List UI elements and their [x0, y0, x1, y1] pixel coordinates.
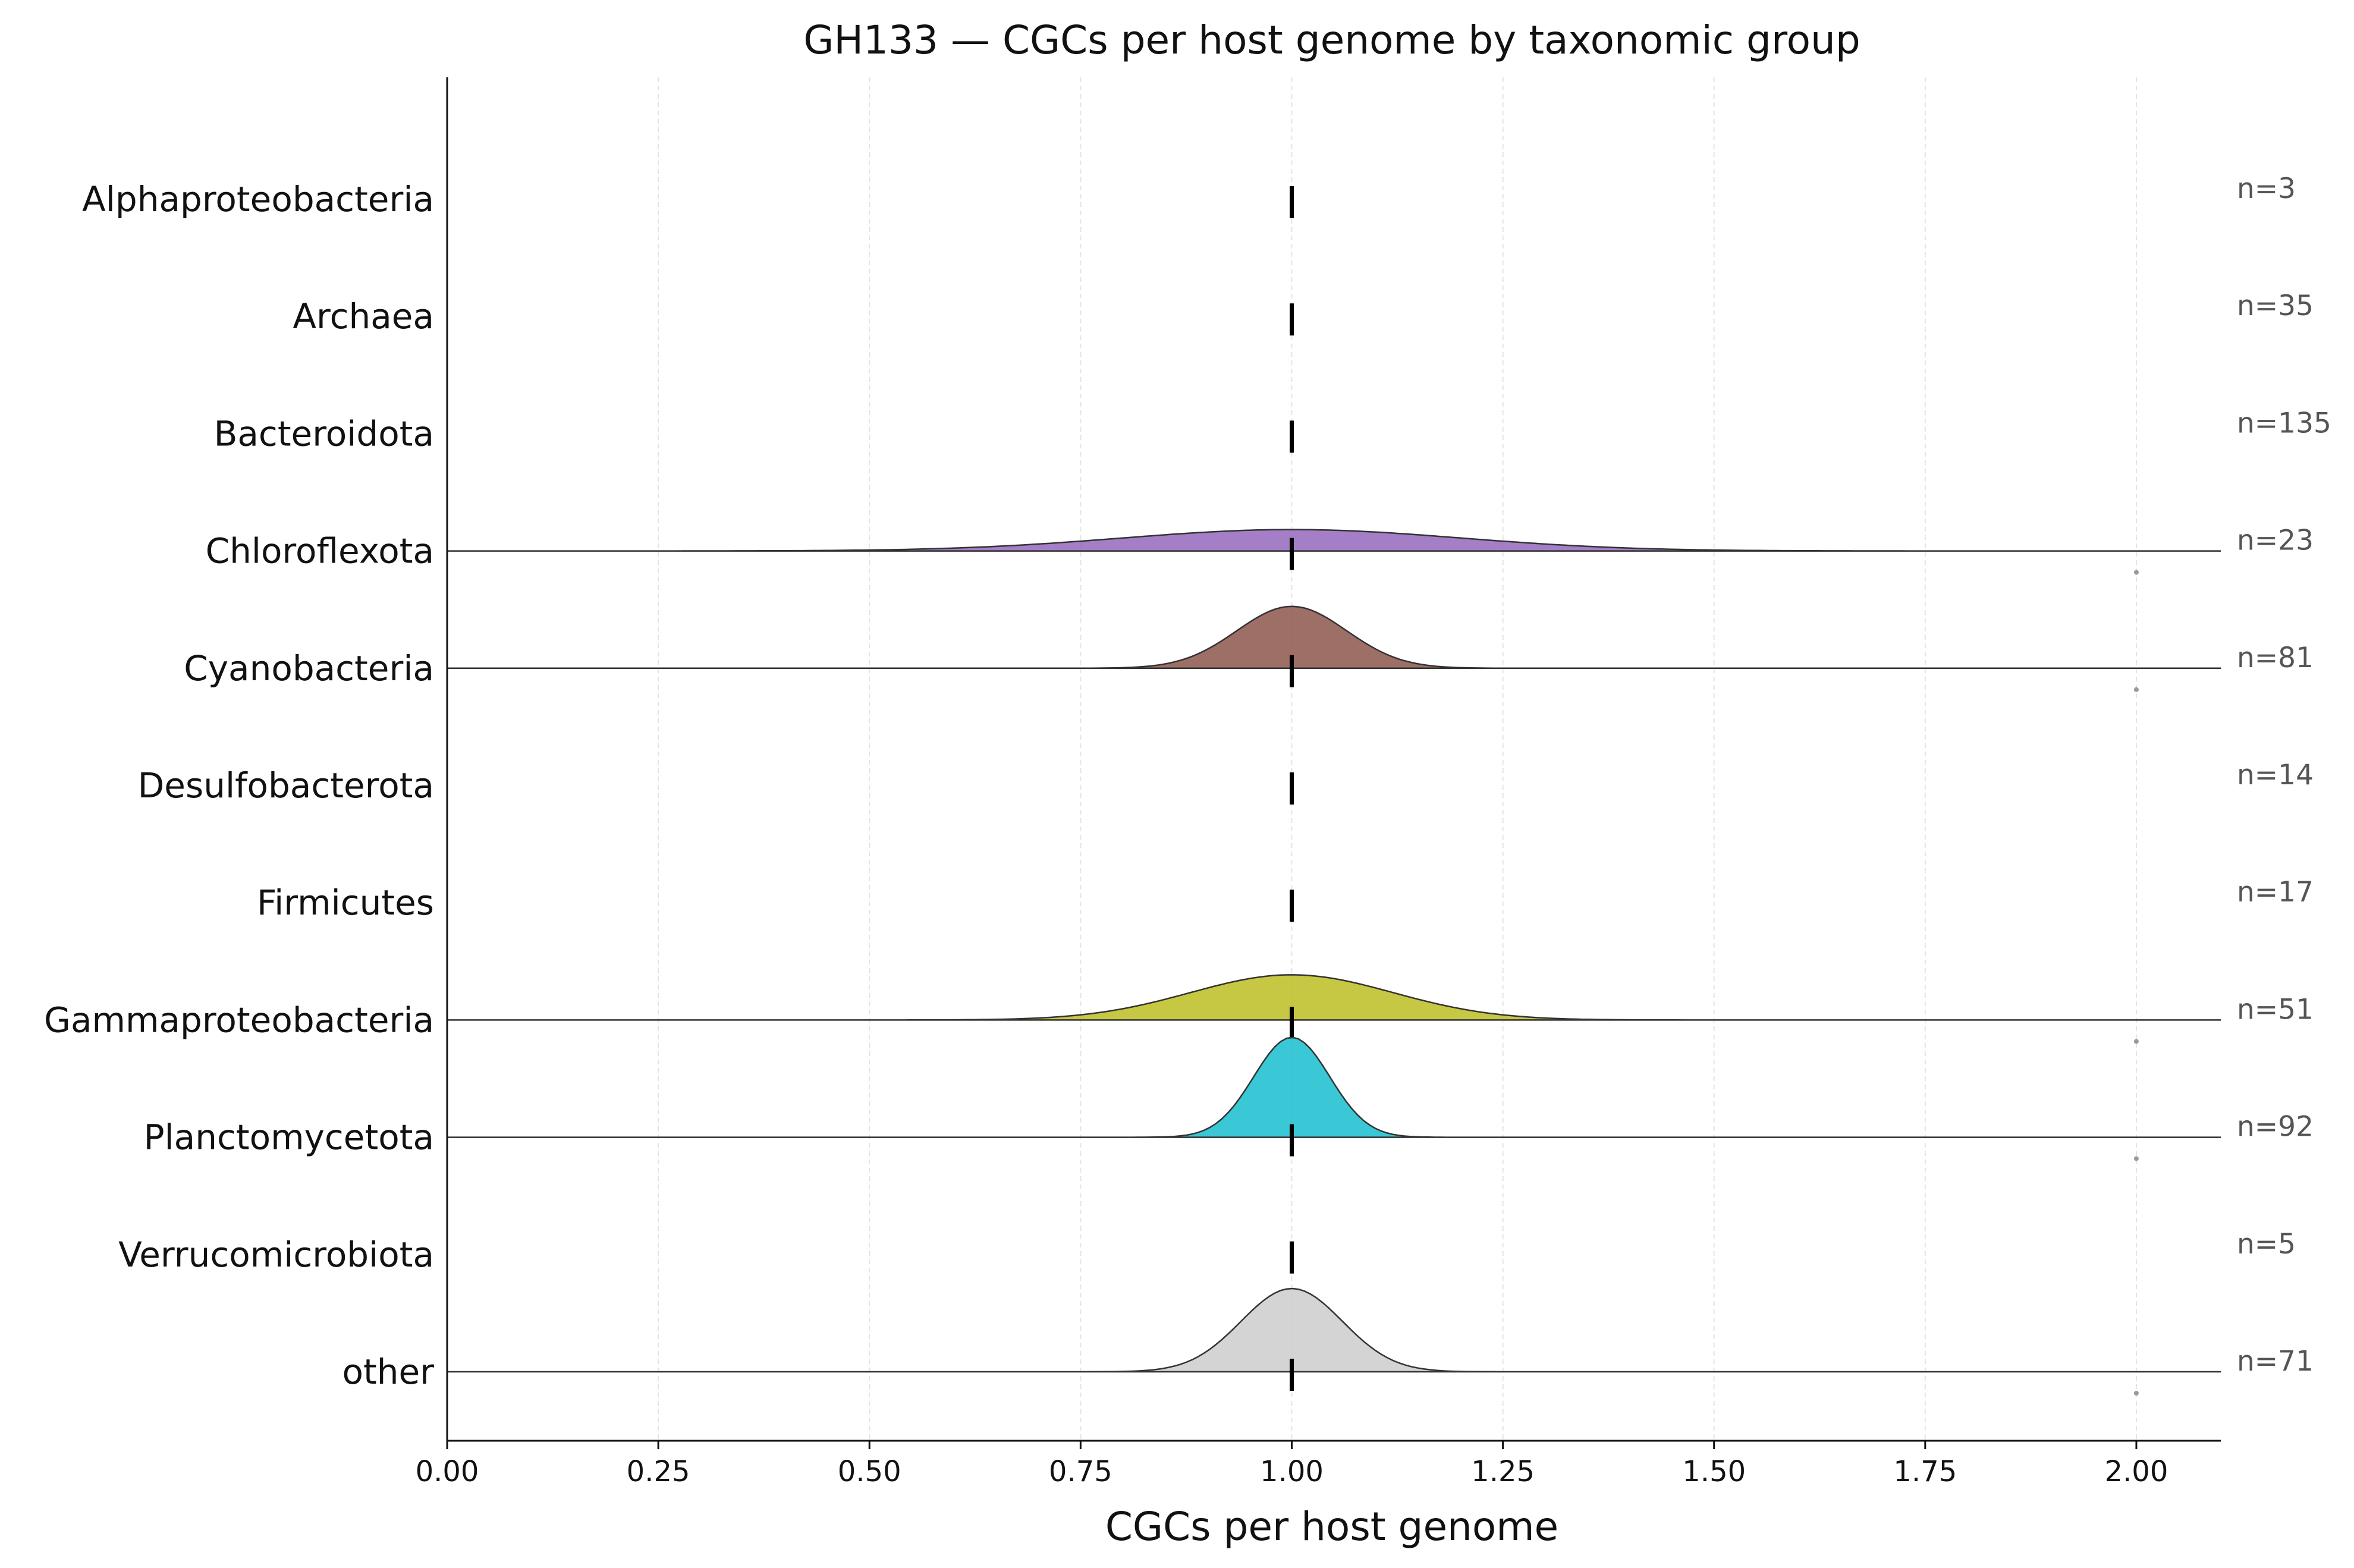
x-tick-label: 1.25 [1471, 1455, 1535, 1488]
y-tick-label-bacteroidota: Bacteroidota [214, 413, 434, 454]
density-ridge-gammaproteobacteria [447, 974, 2221, 1021]
count-label-verrucomicrobiota: n=5 [2237, 1228, 2296, 1261]
outlier-point-gammaproteobacteria [2133, 1039, 2139, 1044]
x-tick-label: 0.50 [838, 1455, 901, 1488]
x-tick-label: 0.25 [627, 1455, 690, 1488]
count-label-cyanobacteria: n=81 [2237, 642, 2314, 674]
y-tick-label-cyanobacteria: Cyanobacteria [184, 648, 434, 689]
x-tick-label: 0.00 [416, 1455, 479, 1488]
count-label-other: n=71 [2237, 1345, 2314, 1378]
y-tick-label-chloroflexota: Chloroflexota [206, 531, 434, 571]
x-tick-label: 2.00 [2105, 1455, 2168, 1488]
count-label-firmicutes: n=17 [2237, 876, 2314, 909]
y-tick-label-firmicutes: Firmicutes [257, 882, 434, 923]
x-tick-label: 1.50 [1682, 1455, 1746, 1488]
outlier-point-cyanobacteria [2133, 687, 2139, 692]
count-label-bacteroidota: n=135 [2237, 407, 2331, 439]
density-ridge-cyanobacteria [447, 605, 2221, 670]
x-tick-label: 1.75 [1893, 1455, 1957, 1488]
y-tick-label-other: other [342, 1352, 434, 1392]
count-label-chloroflexota: n=23 [2237, 524, 2314, 557]
axis-layer: 0.00 0.25 0.50 0.75 1.00 1.25 1.50 1.75 2.00 Alph… [44, 77, 2331, 1488]
x-tick-label: 1.00 [1260, 1455, 1324, 1488]
count-label-desulfobacterota: n=14 [2237, 759, 2314, 791]
count-label-archaea: n=35 [2237, 290, 2314, 322]
outlier-point-other [2133, 1391, 2139, 1396]
ridge-layer [447, 186, 2221, 1396]
x-axis-label: CGCs per host genome [1105, 1504, 1558, 1550]
count-label-gammaproteobacteria: n=51 [2237, 993, 2314, 1026]
y-tick-label-alphaproteobacteria: Alphaproteobacteria [82, 179, 434, 219]
density-ridge-planctomycetota [447, 1036, 2221, 1138]
grid-layer [447, 77, 2137, 1441]
chart-title: GH133 — CGCs per host genome by taxonomi… [803, 17, 1860, 63]
y-tick-label-gammaproteobacteria: Gammaproteobacteria [44, 1000, 434, 1040]
outlier-point-chloroflexota [2133, 570, 2139, 575]
y-tick-label-archaea: Archaea [293, 296, 434, 337]
y-tick-label-planctomycetota: Planctomycetota [144, 1117, 434, 1158]
y-tick-label-verrucomicrobiota: Verrucomicrobiota [118, 1234, 434, 1275]
count-label-alphaproteobacteria: n=3 [2237, 172, 2296, 205]
x-tick-label: 0.75 [1049, 1455, 1112, 1488]
density-ridge-other [447, 1287, 2221, 1373]
count-label-planctomycetota: n=92 [2237, 1111, 2314, 1143]
density-ridge-chloroflexota [447, 529, 2221, 552]
outlier-point-planctomycetota [2133, 1156, 2139, 1161]
y-tick-label-desulfobacterota: Desulfobacterota [138, 765, 434, 806]
